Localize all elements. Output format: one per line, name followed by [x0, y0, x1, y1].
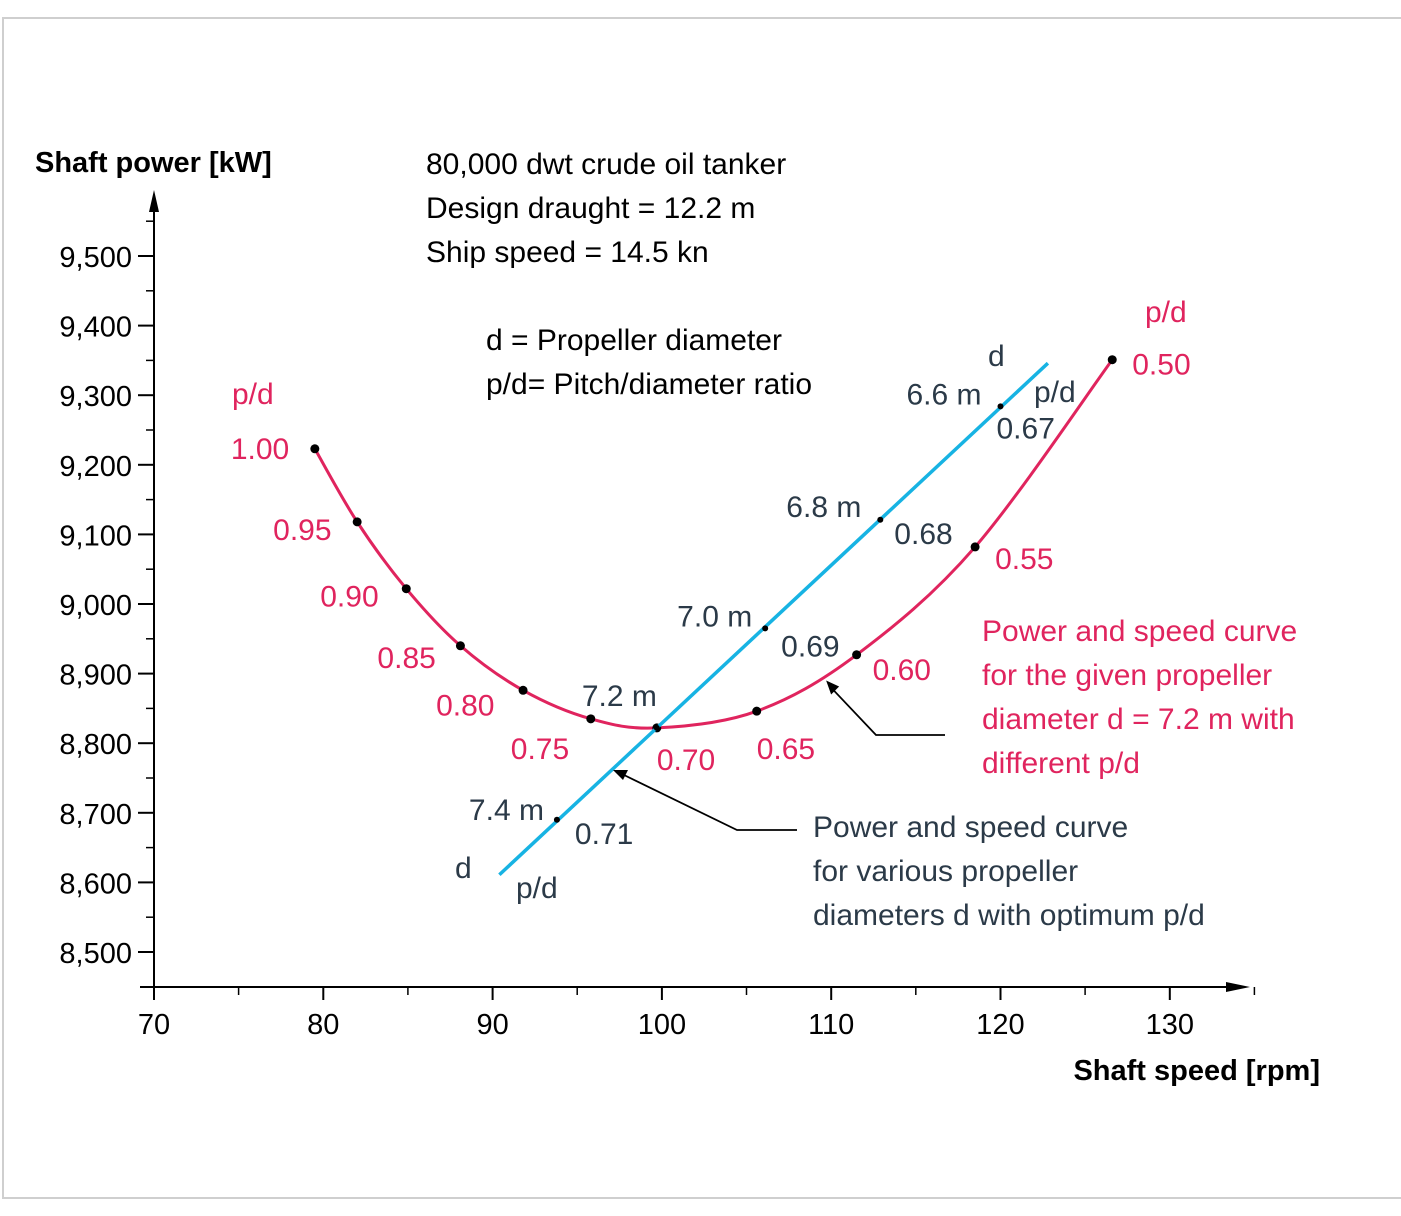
blue-curve-diameter-label: 7.2 m	[582, 680, 657, 713]
red-curve-point	[455, 641, 465, 651]
red-curve-point	[401, 584, 411, 594]
blue-curve-point	[997, 403, 1004, 410]
y-axis-label: Shaft power [kW]	[35, 147, 272, 179]
blue-curve-annotation: diameters d with optimum p/d	[813, 899, 1205, 932]
y-tick-label: 9,400	[59, 312, 132, 344]
red-curve-pd-label: 0.95	[273, 514, 331, 547]
red-annotation-leader	[829, 685, 945, 736]
red-curve-header: p/d	[232, 378, 274, 411]
red-curve-annotation: Power and speed curve	[982, 615, 1297, 648]
blue-curve-diameter-label: 7.0 m	[677, 600, 752, 633]
blue-curve-point	[762, 625, 769, 632]
info-text: 80,000 dwt crude oil tanker	[426, 148, 786, 181]
blue-end-d-label: d	[988, 340, 1005, 373]
red-curve-pd-label: 0.70	[657, 744, 715, 777]
y-tick-label: 9,300	[59, 381, 132, 413]
y-tick-label: 8,700	[59, 799, 132, 831]
blue-curve-pd-label: 0.67	[997, 412, 1055, 445]
red-curve-pd-label: 0.75	[511, 733, 569, 766]
blue-start-pd-label: p/d	[516, 872, 558, 905]
x-tick-label: 130	[1146, 1009, 1194, 1041]
blue-annotation-arrow-icon	[613, 770, 628, 780]
y-tick-label: 8,900	[59, 660, 132, 692]
legend-text: d = Propeller diameter	[486, 324, 782, 357]
x-tick-label: 70	[138, 1009, 170, 1041]
red-curve-pd-label: 0.80	[436, 689, 494, 722]
blue-start-d-label: d	[455, 852, 472, 885]
red-curve-point	[970, 542, 980, 552]
blue-curve-point	[653, 724, 660, 731]
y-tick-label: 9,500	[59, 242, 132, 274]
red-curve-point	[1107, 355, 1117, 365]
x-axis-label: Shaft speed [rpm]	[1073, 1055, 1320, 1087]
red-curve-annotation: for the given propeller	[982, 659, 1272, 692]
x-tick-label: 110	[808, 1009, 854, 1041]
x-tick-label: 100	[638, 1009, 686, 1041]
info-text: Design draught = 12.2 m	[426, 192, 755, 225]
blue-curve-pd-label: 0.68	[894, 518, 952, 551]
y-axis-arrow-icon	[149, 190, 159, 212]
red-curve-pd-label: 0.90	[320, 581, 378, 614]
red-curve-line	[313, 358, 1114, 730]
y-tick-label: 8,800	[59, 729, 132, 761]
x-axis-arrow-icon	[1226, 982, 1250, 992]
y-tick-label: 8,500	[59, 938, 132, 970]
red-curve-point	[586, 714, 596, 724]
red-annotation-arrow-icon	[826, 680, 840, 695]
blue-curve-pd-label: 0.71	[575, 818, 633, 851]
red-curve-pd-label: 0.50	[1132, 349, 1190, 382]
blue-curve-diameter-label: 6.8 m	[786, 491, 861, 524]
red-curve-point	[352, 517, 362, 527]
red-curve-point	[752, 706, 762, 716]
blue-curve-point	[553, 816, 560, 823]
red-curve-pd-label: 0.85	[377, 642, 435, 675]
x-tick-label: 120	[976, 1009, 1024, 1041]
red-curve-point	[518, 685, 528, 695]
red-curve-pd-label: 1.00	[231, 433, 289, 466]
y-tick-label: 9,100	[59, 520, 132, 552]
y-tick-label: 9,200	[59, 451, 132, 483]
chart-frame	[2, 17, 1401, 1199]
y-tick-label: 8,600	[59, 868, 132, 900]
blue-curve-diameter-label: 7.4 m	[469, 794, 544, 827]
red-curve-point	[310, 444, 320, 454]
red-curve-annotation: diameter d = 7.2 m with	[982, 703, 1295, 736]
x-tick-label: 80	[307, 1009, 339, 1041]
red-curve-pd-label: 0.60	[873, 654, 931, 687]
blue-curve-annotation: Power and speed curve	[813, 811, 1128, 844]
blue-curve-point	[877, 516, 884, 523]
red-curve-end-header: p/d	[1145, 296, 1187, 329]
legend-text: p/d= Pitch/diameter ratio	[486, 368, 812, 401]
blue-annotation-leader	[621, 773, 797, 831]
blue-curve-diameter-label: 6.6 m	[907, 378, 982, 411]
blue-curve-pd-label: 0.69	[781, 630, 839, 663]
red-curve-annotation: different p/d	[982, 747, 1140, 780]
red-curve-point	[852, 650, 862, 660]
blue-curve-annotation: for various propeller	[813, 855, 1078, 888]
blue-curve-line	[498, 361, 1050, 877]
y-tick-label: 9,000	[59, 590, 132, 622]
x-tick-label: 90	[476, 1009, 508, 1041]
red-curve-pd-label: 0.65	[757, 733, 815, 766]
red-curve-pd-label: 0.55	[995, 543, 1053, 576]
blue-end-pd-label: p/d	[1034, 376, 1076, 409]
info-text: Ship speed = 14.5 kn	[426, 236, 709, 269]
